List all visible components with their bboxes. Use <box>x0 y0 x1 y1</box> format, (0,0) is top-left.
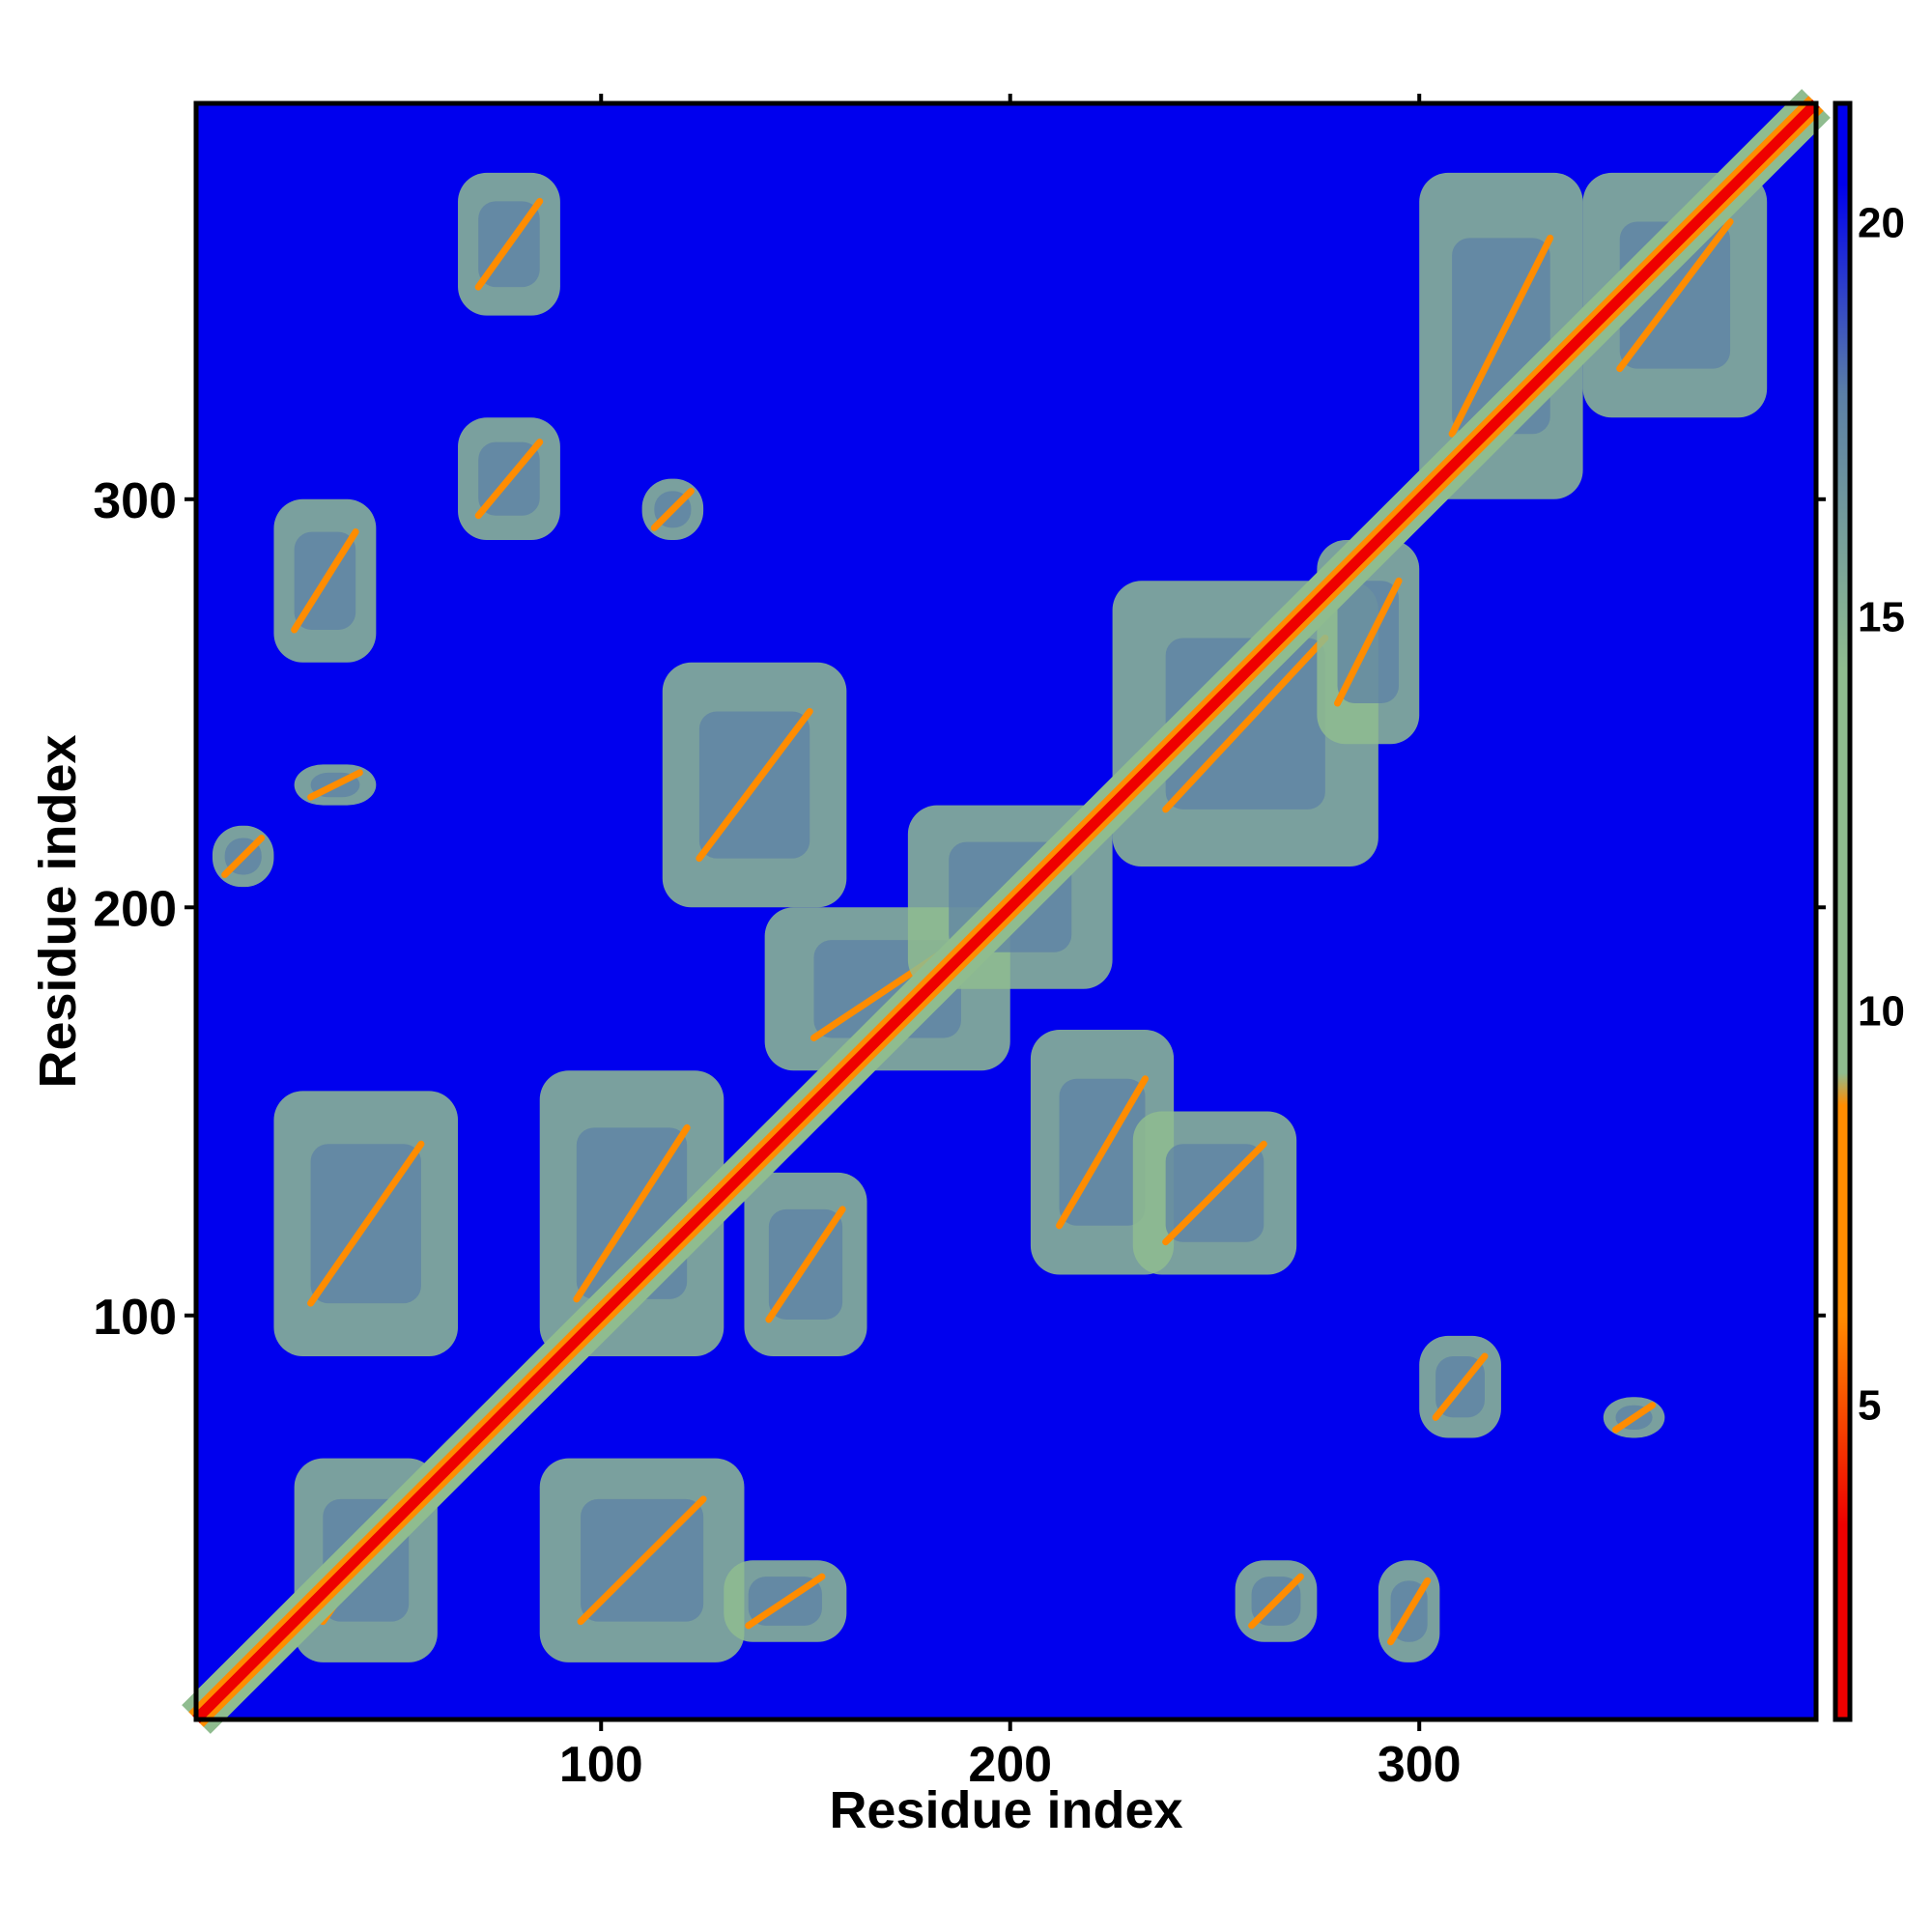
region-strand <box>1334 577 1403 707</box>
y-axis-title: Residue index <box>29 734 87 1088</box>
contact-region <box>273 1091 459 1356</box>
x-tick-label: 200 <box>968 1737 1052 1793</box>
region-strand <box>474 439 544 520</box>
contact-regions <box>212 172 1768 1662</box>
contact-region <box>1603 1397 1665 1438</box>
region-strand <box>696 707 813 863</box>
region-strand <box>1616 218 1734 373</box>
colorbar-tick-label: 5 <box>1858 1382 1881 1430</box>
region-strand <box>1056 1075 1149 1230</box>
region-strand <box>307 1140 425 1307</box>
contact-region <box>1582 172 1768 418</box>
region-strand <box>745 1573 826 1630</box>
region-strand <box>573 1123 691 1303</box>
diagonal-band <box>182 89 1831 1734</box>
colorbar <box>1833 100 1853 1722</box>
region-strand <box>1162 1140 1267 1246</box>
contact-region <box>1419 172 1583 499</box>
contact-region <box>662 662 847 908</box>
region-strand <box>1162 634 1329 813</box>
region-strand <box>1611 1402 1657 1434</box>
heatmap <box>182 89 1831 1734</box>
contact-region <box>458 417 560 541</box>
contact-region <box>1378 1560 1440 1662</box>
colorbar-tick-label: 20 <box>1858 199 1905 246</box>
region-strand <box>1432 1352 1489 1421</box>
x-tick-label: 300 <box>1378 1737 1462 1793</box>
contact-region <box>294 764 377 806</box>
region-strand <box>221 834 266 878</box>
contact-region <box>273 498 377 663</box>
contact-region <box>724 1560 847 1642</box>
contact-region <box>539 1458 745 1662</box>
contact-region <box>1112 581 1378 867</box>
region-strand <box>1448 234 1554 438</box>
region-strand <box>765 1206 846 1323</box>
colorbar-tick-label: 15 <box>1858 593 1905 640</box>
y-tick-label: 200 <box>93 881 177 937</box>
contact-region <box>641 478 704 541</box>
region-strand <box>291 528 359 634</box>
contact-region <box>744 1172 867 1356</box>
region-strand <box>577 1495 707 1626</box>
contact-region <box>212 825 274 888</box>
contact-region <box>458 172 560 316</box>
region-strand <box>307 769 363 801</box>
contact-region <box>1235 1560 1318 1642</box>
x-tick-label: 100 <box>559 1737 643 1793</box>
colorbar-ticks: 5 10 15 20 <box>1858 199 1905 1429</box>
colorbar-tick-label: 10 <box>1858 988 1905 1036</box>
contact-region <box>1132 1111 1297 1275</box>
contact-region <box>1419 1335 1501 1438</box>
x-axis-ticks: 100 200 300 <box>559 94 1462 1793</box>
y-tick-label: 300 <box>93 473 177 529</box>
region-strand <box>1248 1573 1304 1630</box>
region-strand <box>650 487 695 531</box>
x-axis-title: Residue index <box>829 1781 1182 1839</box>
region-strand <box>474 197 544 291</box>
region-strand <box>1387 1577 1432 1646</box>
y-tick-label: 100 <box>93 1290 177 1346</box>
plot-frame <box>193 100 1819 1722</box>
diagonal-core <box>192 99 1820 1723</box>
y-axis-ticks: 100 200 300 <box>93 473 1826 1346</box>
